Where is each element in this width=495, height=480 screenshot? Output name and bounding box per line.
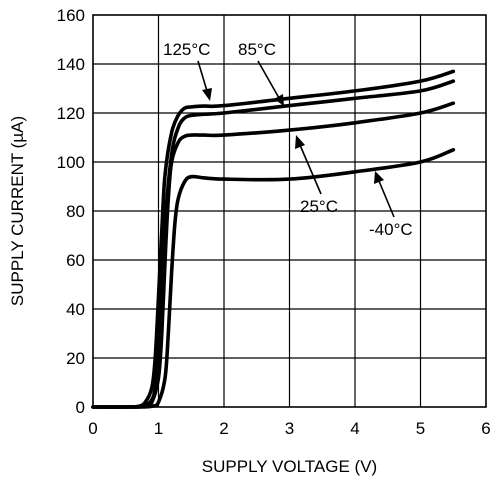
annotation-label-minus40c: -40°C: [369, 220, 413, 239]
annotation-85c: 85°C: [238, 40, 284, 106]
y-tick-labels: 0 20 40 60 80 100 120 140 160: [57, 6, 85, 417]
annotation-arrowhead-125c: [202, 88, 212, 101]
y-tick-label: 140: [57, 55, 85, 74]
annotation-arrowhead-minus40c: [374, 171, 384, 184]
x-tick-label: 5: [416, 419, 425, 438]
annotation-25c: 25°C: [295, 135, 338, 216]
series-curves: [91, 69, 456, 409]
x-tick-label: 3: [285, 419, 294, 438]
annotation-arrowhead-85c: [274, 94, 284, 106]
y-tick-label: 100: [57, 153, 85, 172]
x-tick-label: 0: [88, 419, 97, 438]
x-tick-label: 1: [154, 419, 163, 438]
y-tick-label: 0: [76, 398, 85, 417]
x-axis-title: SUPPLY VOLTAGE (V): [202, 457, 377, 476]
series-125c: [91, 69, 456, 409]
grid-lines: [93, 15, 486, 407]
annotation-arrow-25c: [299, 144, 322, 195]
x-tick-labels: 0 1 2 3 4 5 6: [88, 419, 490, 438]
y-tick-label: 80: [66, 202, 85, 221]
y-tick-label: 160: [57, 6, 85, 25]
y-tick-label: 20: [66, 349, 85, 368]
annotation-label-85c: 85°C: [238, 40, 276, 59]
y-tick-label: 60: [66, 251, 85, 270]
annotation-arrow-minus40c: [378, 180, 395, 218]
y-axis-title: SUPPLY CURRENT (µA): [8, 116, 27, 306]
annotation-125c: 125°C: [163, 40, 212, 101]
annotation-label-25c: 25°C: [300, 197, 338, 216]
y-tick-label: 40: [66, 300, 85, 319]
annotation-minus40c: -40°C: [369, 171, 413, 239]
x-tick-label: 2: [219, 419, 228, 438]
annotation-arrow-125c: [197, 60, 208, 92]
annotation-arrowhead-25c: [295, 135, 305, 149]
annotation-label-125c: 125°C: [163, 40, 210, 59]
plot-frame: [92, 14, 487, 408]
x-tick-label: 4: [350, 419, 359, 438]
series-minus40c: [91, 148, 456, 409]
x-tick-label: 6: [481, 419, 490, 438]
y-tick-label: 120: [57, 104, 85, 123]
annotation-arrow-85c: [257, 60, 280, 99]
series-25c: [91, 101, 456, 409]
